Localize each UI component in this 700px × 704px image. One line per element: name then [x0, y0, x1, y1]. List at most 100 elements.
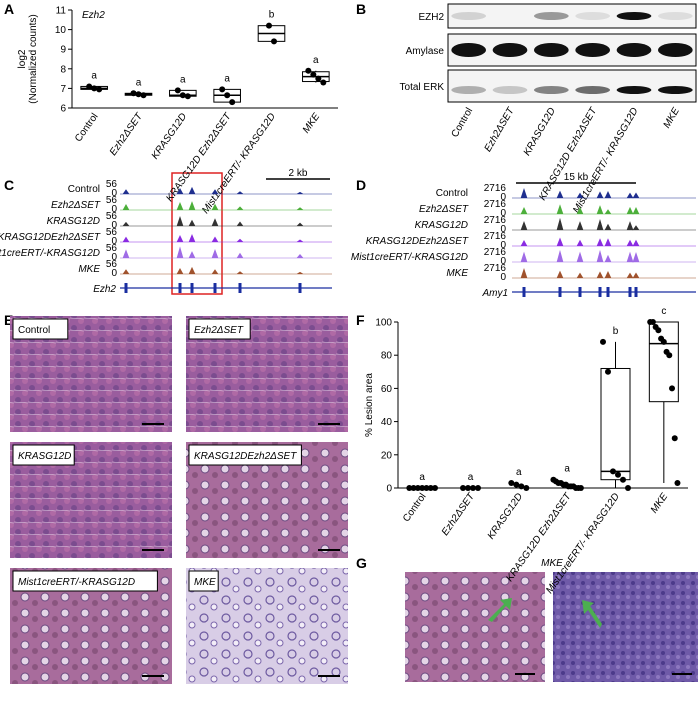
- blot-band: [451, 86, 487, 94]
- significance-letter: c: [661, 306, 666, 317]
- data-point: [271, 38, 277, 45]
- blot-band: [492, 43, 528, 57]
- data-point: [423, 485, 430, 491]
- panel-letter: A: [4, 1, 14, 17]
- highlight-box: [171, 172, 223, 295]
- data-point: [671, 435, 678, 442]
- data-point: [229, 99, 236, 106]
- track-label: Control: [68, 184, 100, 195]
- exon: [578, 287, 582, 297]
- data-point: [508, 480, 515, 487]
- y-tick-label: 11: [56, 6, 67, 17]
- track-scale: 2716: [484, 215, 507, 226]
- panel-title: MKE: [541, 558, 563, 569]
- x-tick-label: Ezh2ΔSET: [440, 491, 478, 538]
- data-point: [615, 471, 621, 478]
- track-label: KRASG12DEzh2ΔSET: [0, 232, 101, 243]
- track-scale: 0: [111, 188, 117, 199]
- data-point: [460, 485, 466, 491]
- x-tick-label: Control: [73, 111, 101, 144]
- significance-letter: a: [224, 73, 230, 84]
- histology-image: [553, 572, 698, 682]
- x-tick-label: MKE: [649, 491, 671, 515]
- data-point: [427, 485, 434, 491]
- track-scale: 56: [106, 259, 118, 270]
- track-label: MKE: [78, 264, 100, 275]
- data-point: [600, 338, 606, 345]
- blot-band: [575, 86, 611, 94]
- signal-track: [120, 266, 332, 275]
- lane-label: KRASG12D: [522, 106, 558, 158]
- y-tick-label: 7: [60, 84, 66, 95]
- exon: [178, 283, 182, 293]
- data-point: [518, 483, 525, 490]
- panel-letter: C: [4, 177, 14, 193]
- data-point: [610, 468, 616, 475]
- significance-letter: b: [613, 326, 619, 337]
- x-tick-label: Mist1creERT/- KRASG12D: [200, 111, 278, 215]
- data-point: [310, 71, 317, 78]
- lane-label: Ezh2ΔSET: [483, 105, 517, 154]
- track-label: MKE: [446, 268, 468, 279]
- blot-band: [575, 43, 611, 57]
- signal-track: [512, 268, 696, 279]
- blot-band: [451, 43, 487, 57]
- track-scale: 0: [111, 220, 117, 231]
- y-tick-label: 80: [381, 351, 393, 362]
- data-point: [432, 485, 439, 491]
- exon: [238, 283, 242, 293]
- data-point: [266, 22, 272, 29]
- lane-label: Control: [450, 106, 476, 139]
- lane-label: MKE: [662, 106, 683, 131]
- signal-track: [512, 217, 696, 231]
- blot-panel: [447, 69, 697, 103]
- data-point: [419, 485, 426, 491]
- exon: [298, 283, 302, 293]
- blot-band: [533, 12, 569, 20]
- y-tick-label: 100: [375, 318, 392, 329]
- chart-title: Ezh2: [82, 10, 105, 21]
- exon: [522, 287, 526, 297]
- image-label: MKE: [194, 577, 216, 588]
- data-point: [179, 92, 186, 99]
- track-scale: 2716: [484, 199, 507, 210]
- data-point: [470, 485, 476, 491]
- blot-band: [492, 86, 528, 94]
- track-scale: 56: [106, 195, 118, 206]
- y-axis-label: log2: [17, 49, 28, 68]
- track-scale: 0: [500, 272, 506, 283]
- significance-letter: a: [419, 472, 425, 483]
- signal-track: [512, 188, 696, 199]
- blot-band: [533, 43, 569, 57]
- data-point: [86, 83, 93, 90]
- significance-letter: a: [91, 70, 97, 81]
- data-point: [406, 485, 413, 491]
- data-point: [224, 92, 231, 99]
- image-label-box: [12, 318, 69, 340]
- y-axis-label: % Lesion area: [364, 373, 375, 437]
- signal-track: [120, 234, 332, 243]
- gene-label: Amy1: [481, 288, 508, 299]
- blot-band: [657, 86, 693, 94]
- data-point: [669, 385, 676, 392]
- y-tick-label: 40: [381, 417, 393, 428]
- box: [600, 367, 631, 481]
- blot-band: [451, 12, 487, 20]
- exon: [558, 287, 562, 297]
- blot-band: [616, 43, 652, 57]
- track-label: Mist1creERT/-KRASG12D: [351, 252, 468, 263]
- image-label: Mist1creERT/-KRASG12D: [18, 577, 135, 588]
- blot-band: [616, 12, 652, 20]
- track-scale: 56: [106, 243, 118, 254]
- panel-letter: B: [356, 1, 366, 17]
- scale-bar-label: 15 kb: [564, 172, 589, 183]
- track-scale: 2716: [484, 263, 507, 274]
- data-point: [655, 327, 662, 334]
- blot-band: [616, 86, 652, 94]
- track-scale: 56: [106, 179, 118, 190]
- y-axis-label: (Normalized counts): [28, 14, 39, 103]
- signal-track: [120, 186, 332, 195]
- data-point: [96, 86, 103, 93]
- image-label-box: [188, 318, 251, 340]
